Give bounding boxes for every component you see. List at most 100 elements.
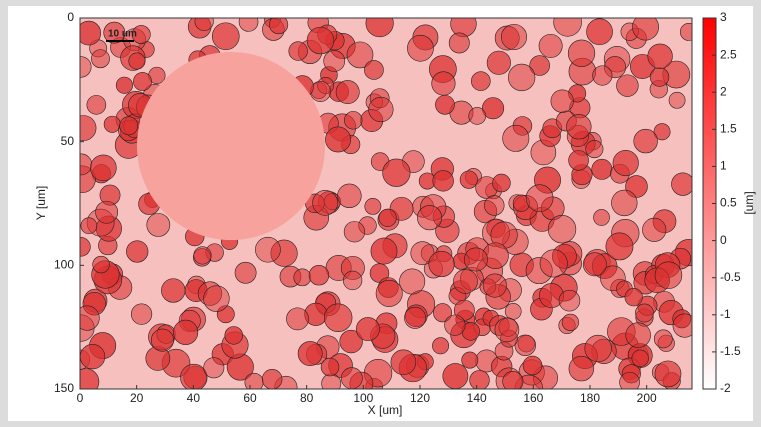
cell [80, 56, 92, 78]
cell [312, 190, 338, 216]
x-tick-label: 0 [77, 391, 84, 405]
cell [131, 25, 151, 44]
cell [567, 39, 596, 67]
x-tick-label: 120 [410, 391, 430, 405]
cell [344, 111, 363, 130]
cell [649, 67, 670, 87]
cell [592, 65, 613, 86]
cell [442, 363, 469, 389]
cell [568, 355, 595, 382]
x-tick-label: 20 [130, 391, 144, 405]
cell [529, 55, 550, 76]
cell [390, 349, 417, 376]
y-tick-label: 50 [61, 134, 75, 148]
cell [340, 367, 363, 389]
cell [216, 305, 235, 324]
cell [525, 184, 554, 212]
cell [432, 337, 450, 355]
cell [224, 326, 243, 345]
cell [103, 21, 126, 44]
cell [494, 317, 520, 343]
cell [269, 18, 289, 35]
cell [553, 18, 582, 37]
cell [193, 246, 212, 265]
cell [86, 95, 107, 115]
cell [653, 123, 671, 141]
cell [410, 241, 435, 266]
cell [80, 344, 106, 370]
cell [417, 205, 443, 231]
cell [407, 34, 434, 62]
cell [654, 261, 683, 289]
cell [591, 158, 613, 180]
cell [364, 60, 384, 80]
cell [428, 250, 455, 278]
cell [378, 208, 397, 227]
cell [119, 116, 139, 136]
x-tick-label: 180 [580, 391, 600, 405]
colorbar-tick-label: 2.5 [720, 47, 737, 61]
cell [616, 74, 639, 97]
cell [80, 217, 98, 235]
cell [525, 257, 553, 285]
cell [611, 189, 638, 217]
cell [561, 313, 580, 331]
cell [211, 22, 240, 51]
cell [432, 170, 454, 192]
cell [433, 303, 453, 323]
cell [539, 283, 564, 309]
cell [323, 303, 353, 333]
cell [473, 199, 498, 224]
cell [420, 194, 447, 221]
y-tick-label: 0 [67, 10, 74, 24]
cell [238, 18, 259, 32]
colorbar-tick-label: 1 [720, 159, 727, 173]
cell [522, 355, 543, 376]
cell [585, 140, 604, 159]
cell [325, 126, 351, 153]
cell [489, 315, 510, 336]
cell [512, 194, 530, 212]
cell [647, 43, 673, 69]
cell [453, 299, 475, 321]
cell [486, 50, 511, 75]
cell [340, 255, 365, 280]
x-tick-label: 100 [353, 391, 373, 405]
cell [337, 183, 362, 209]
cell [679, 22, 692, 41]
plot-frame [79, 17, 693, 390]
colorbar-tick-label: 2 [720, 84, 727, 98]
cell [566, 114, 592, 140]
x-tick-label: 80 [300, 391, 314, 405]
cell [482, 97, 505, 120]
cell [146, 213, 171, 237]
cell [161, 278, 186, 303]
cell [80, 20, 102, 46]
cell [586, 18, 613, 46]
cell [203, 285, 230, 312]
cell [558, 289, 581, 312]
colorbar-label: [um] [742, 191, 756, 214]
cell [115, 76, 133, 94]
cell [482, 273, 507, 298]
cell [197, 281, 223, 306]
cell [582, 252, 607, 277]
cell [194, 18, 214, 31]
cell [187, 18, 212, 39]
cell [355, 317, 380, 342]
cell [605, 232, 634, 261]
cell [540, 196, 565, 221]
cell [128, 52, 146, 70]
cell [80, 368, 100, 389]
cell [80, 237, 91, 257]
cell [308, 265, 330, 286]
x-tick-label: 40 [187, 391, 201, 405]
y-tick-label: 100 [54, 258, 74, 272]
cell [632, 18, 659, 41]
cell [364, 198, 382, 215]
cell [431, 71, 456, 96]
cell [469, 370, 490, 389]
cell [631, 349, 649, 367]
cell [286, 307, 309, 331]
cell [180, 363, 208, 389]
